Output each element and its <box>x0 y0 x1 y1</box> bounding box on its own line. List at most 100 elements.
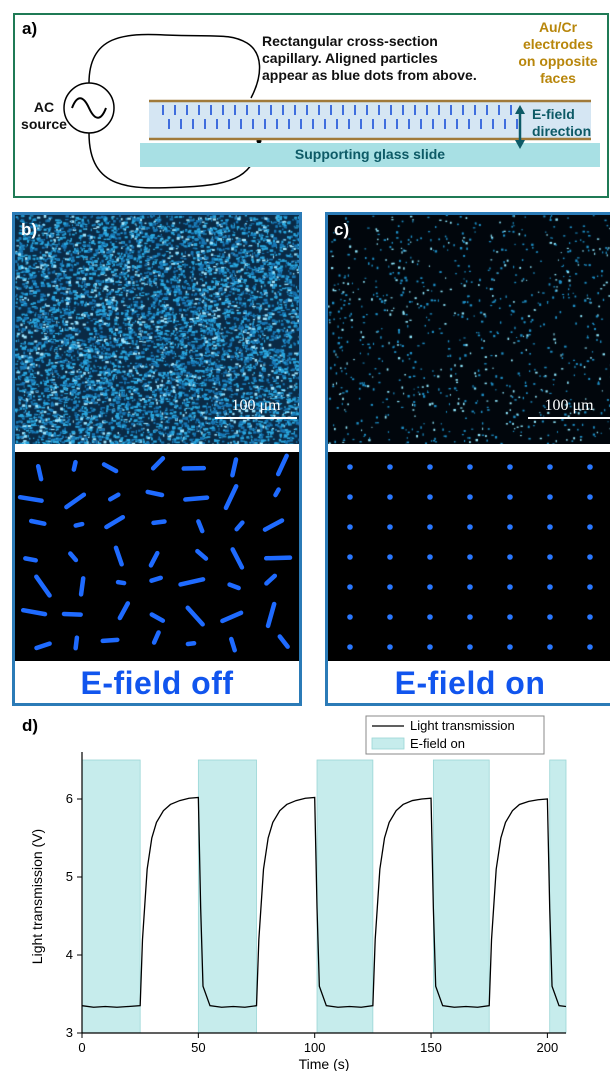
panel-c-field-on: c) 100 μm E-field on <box>325 212 610 706</box>
aligned-particle-dot <box>507 584 513 590</box>
electrode-line: electrodes <box>522 36 594 52</box>
random-particle <box>148 550 160 568</box>
random-particle <box>277 634 290 649</box>
x-tick-label: 100 <box>304 1040 326 1055</box>
aligned-particle-dot <box>427 614 433 620</box>
x-tick-label: 200 <box>537 1040 559 1055</box>
upper-wire <box>88 33 261 99</box>
aligned-particle-dot <box>547 494 553 500</box>
aligned-particle-dot <box>467 464 473 470</box>
efield-on-band <box>197 759 257 1034</box>
aligned-particle-dot <box>547 584 553 590</box>
random-particle <box>150 456 166 471</box>
aligned-particle-dot <box>587 614 593 620</box>
aligned-particle-dot <box>507 644 513 650</box>
aligned-particle-dot <box>467 524 473 530</box>
random-particle <box>20 607 48 617</box>
panel-c-letter: c) <box>334 220 350 239</box>
random-particle <box>100 637 120 644</box>
caption-field-on: E-field on <box>394 665 546 701</box>
random-particle <box>234 520 245 532</box>
random-particle <box>115 579 127 586</box>
random-particle <box>34 574 52 598</box>
aligned-particle-dot <box>347 554 353 560</box>
x-axis-title: Time (s) <box>299 1056 350 1071</box>
random-particle <box>34 641 52 651</box>
random-particle <box>230 457 239 478</box>
capillary-schematic <box>63 33 600 189</box>
random-particle <box>107 492 121 502</box>
aligned-particle-dot <box>507 554 513 560</box>
aligned-particle-dot <box>507 524 513 530</box>
electrode-label: Au/Cr electrodes on opposite faces <box>513 19 603 87</box>
ac-line: source <box>21 116 67 132</box>
aligned-particle-dot <box>587 584 593 590</box>
aligned-particle-dot <box>427 554 433 560</box>
random-particle <box>265 601 277 629</box>
legend-label-transmission: Light transmission <box>410 718 515 733</box>
random-particle <box>113 545 124 567</box>
aligned-particle-dot <box>387 494 393 500</box>
aligned-particle-dot <box>507 614 513 620</box>
random-particle <box>178 577 206 587</box>
aligned-particle-dot <box>587 554 593 560</box>
legend-shade-swatch <box>371 737 405 750</box>
y-tick-label: 4 <box>66 947 73 962</box>
aligned-particle-dot <box>427 584 433 590</box>
aligned-particle-dot <box>467 584 473 590</box>
random-particle <box>183 495 210 502</box>
random-particle <box>263 555 293 561</box>
random-particle <box>149 612 166 623</box>
panel-b-letter: b) <box>21 220 38 239</box>
aligned-particle-dot <box>387 554 393 560</box>
aligned-particle-dot <box>347 584 353 590</box>
schematic-panel-a: a) Rectangular cross-section capillary. … <box>13 13 609 198</box>
random-particle <box>262 518 285 532</box>
aligned-particle-dot <box>387 614 393 620</box>
aligned-particle-dot <box>467 494 473 500</box>
random-particle <box>227 582 241 591</box>
scale-bar-line <box>528 417 610 419</box>
x-tick-label: 0 <box>78 1040 85 1055</box>
random-particle <box>73 635 80 651</box>
aligned-particle-dot <box>547 554 553 560</box>
random-particle <box>35 464 44 482</box>
aligned-particle-dot <box>387 464 393 470</box>
chart-legend: Light transmission E-field on <box>365 715 545 755</box>
random-particle <box>104 514 126 530</box>
aligned-particle-dot <box>547 464 553 470</box>
aligned-particle-dot <box>587 524 593 530</box>
aligned-particle-dot <box>587 464 593 470</box>
field-direction-label: E-field direction <box>532 106 591 140</box>
aligned-particle-dot <box>347 614 353 620</box>
efield-on-band <box>432 759 490 1034</box>
random-particle <box>23 556 38 563</box>
description-line: Rectangular cross-section <box>262 33 438 49</box>
aligned-particle-dot <box>427 494 433 500</box>
random-particle <box>220 610 244 624</box>
aligned-particle-dot <box>587 494 593 500</box>
aligned-particle-dot <box>587 644 593 650</box>
random-particle <box>68 551 79 563</box>
random-particle <box>145 489 165 498</box>
transmission-series <box>81 796 567 1008</box>
random-particle <box>117 601 131 621</box>
chart-ticks: 0 50 100 150 200 3 4 5 6 <box>66 791 558 1055</box>
aligned-particle-dot <box>507 494 513 500</box>
x-tick-label: 50 <box>191 1040 205 1055</box>
random-particle <box>61 611 83 617</box>
aligned-particle-dot <box>387 584 393 590</box>
random-particle <box>73 521 85 528</box>
random-particle <box>223 483 239 511</box>
scale-bar-label: 100 μm <box>231 397 281 414</box>
panel-a-letter: a) <box>22 19 38 38</box>
aligned-particle-dot <box>347 524 353 530</box>
y-tick-label: 6 <box>66 791 73 806</box>
random-particle <box>196 519 205 534</box>
field-line: E-field <box>532 106 575 122</box>
random-particle <box>151 630 161 645</box>
random-particle <box>273 487 281 498</box>
y-axis-title: Light transmission (V) <box>29 829 45 964</box>
random-particle <box>230 547 245 570</box>
description-line: capillary. Aligned particles <box>262 50 438 66</box>
